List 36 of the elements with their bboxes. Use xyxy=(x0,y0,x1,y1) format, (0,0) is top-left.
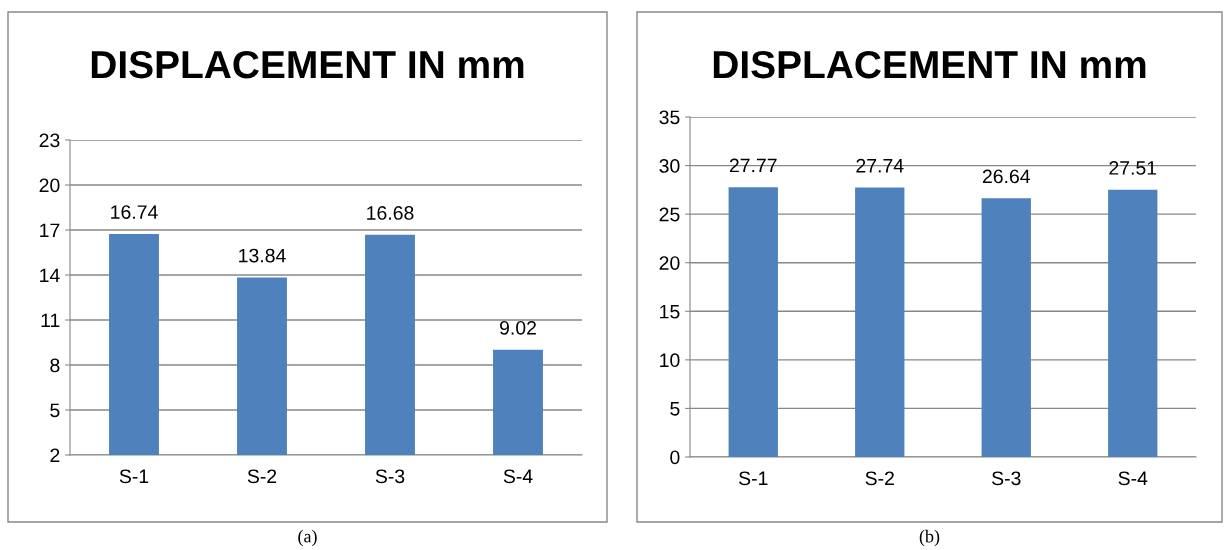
y-tick-label: 25 xyxy=(659,207,680,222)
text: (a) xyxy=(298,529,317,547)
y-tick-label: 8 xyxy=(50,358,60,373)
y-tick-label: 11 xyxy=(41,313,60,328)
x-tick-label: S-1 xyxy=(739,471,768,486)
chart-title: DISPLACEMENT IN mm xyxy=(713,50,1146,79)
y-tick-label: 0 xyxy=(670,450,680,465)
y-tick-label: 5 xyxy=(50,403,60,418)
text: (b) xyxy=(919,529,940,547)
x-tick-label: S-2 xyxy=(247,469,277,484)
y-tick-label: 14 xyxy=(40,268,60,283)
x-tick-label: S-4 xyxy=(503,469,533,484)
y-tick-label: 30 xyxy=(659,159,680,173)
x-tick-label: S-3 xyxy=(375,469,405,484)
chart-title: DISPLACEMENT IN mm xyxy=(91,50,524,79)
x-tick-label: S-2 xyxy=(865,471,894,486)
y-tick-label: 23 xyxy=(39,133,60,148)
data-label: 27.74 xyxy=(856,158,904,173)
data-label: 27.77 xyxy=(729,158,777,173)
y-tick-label: 20 xyxy=(39,178,60,193)
data-label: 9.02 xyxy=(499,320,536,335)
y-tick-label: 35 xyxy=(659,110,680,125)
y-tick-label: 10 xyxy=(660,353,680,368)
y-tick-label: 2 xyxy=(50,448,60,463)
data-label: 16.68 xyxy=(367,206,414,220)
data-label: 26.64 xyxy=(982,169,1031,184)
y-tick-label: 15 xyxy=(660,304,680,319)
x-tick-label: S-4 xyxy=(1118,471,1148,486)
y-tick-label: 17 xyxy=(40,223,60,238)
data-label: 16.74 xyxy=(111,205,158,219)
y-tick-label: 20 xyxy=(659,256,680,270)
x-tick-label: S-3 xyxy=(992,471,1021,486)
x-tick-label: S-1 xyxy=(119,469,149,484)
data-label: 13.84 xyxy=(239,248,286,263)
data-label: 27.51 xyxy=(1109,161,1157,175)
y-tick-label: 5 xyxy=(670,402,680,416)
